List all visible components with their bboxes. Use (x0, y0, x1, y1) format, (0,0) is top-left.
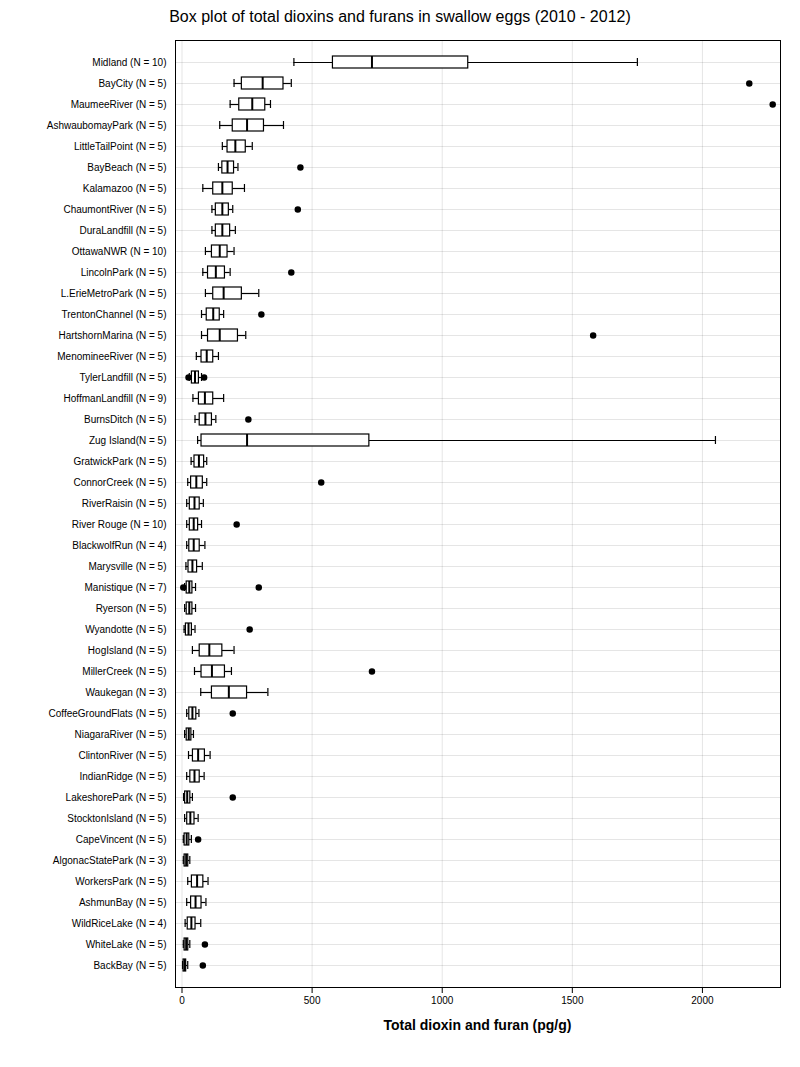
svg-text:L.ErieMetroPark (N = 5): L.ErieMetroPark (N = 5) (61, 288, 167, 299)
svg-text:Midland (N = 10): Midland (N = 10) (92, 57, 166, 68)
svg-text:TylerLandfill (N = 5): TylerLandfill (N = 5) (80, 372, 167, 383)
html-text:Total dioxin and furan (pg/g): Total dioxin and furan (pg/g) (383, 1017, 572, 1033)
svg-text:BlackwolfRun (N = 4): BlackwolfRun (N = 4) (72, 540, 166, 551)
svg-text:BackBay (N = 5): BackBay (N = 5) (93, 960, 166, 971)
svg-text:GratwickPark (N = 5): GratwickPark (N = 5) (73, 456, 166, 467)
svg-text:CapeVincent (N = 5): CapeVincent (N = 5) (76, 834, 167, 845)
svg-text:AlgonacStatePark (N = 3): AlgonacStatePark (N = 3) (53, 855, 167, 866)
svg-text:LincolnPark (N = 5): LincolnPark (N = 5) (81, 267, 167, 278)
svg-text:AshwaubomayPark (N = 5): AshwaubomayPark (N = 5) (47, 120, 167, 131)
svg-text:ChaumontRiver (N = 5): ChaumontRiver (N = 5) (63, 204, 166, 215)
svg-text:Ryerson (N = 5): Ryerson (N = 5) (96, 603, 167, 614)
svg-text:WorkersPark (N = 5): WorkersPark (N = 5) (75, 876, 166, 887)
svg-text:BurnsDitch (N = 5): BurnsDitch (N = 5) (84, 414, 167, 425)
svg-text:Wyandotte (N = 5): Wyandotte (N = 5) (85, 624, 166, 635)
svg-text:WhiteLake (N = 5): WhiteLake (N = 5) (86, 939, 167, 950)
svg-text:RiverRaisin (N = 5): RiverRaisin (N = 5) (82, 498, 167, 509)
svg-text:ClintonRiver (N = 5): ClintonRiver (N = 5) (78, 750, 166, 761)
svg-text:2000: 2000 (691, 995, 714, 1006)
svg-text:LittleTailPoint (N = 5): LittleTailPoint (N = 5) (74, 141, 167, 152)
svg-text:TrentonChannel (N = 5): TrentonChannel (N = 5) (62, 309, 167, 320)
svg-text:1000: 1000 (431, 995, 454, 1006)
svg-text:HoffmanLandfill (N = 9): HoffmanLandfill (N = 9) (64, 393, 167, 404)
svg-text:CoffeeGroundFlats (N = 5): CoffeeGroundFlats (N = 5) (49, 708, 167, 719)
svg-text:Waukegan (N = 3): Waukegan (N = 3) (85, 687, 166, 698)
svg-text:500: 500 (304, 995, 321, 1006)
svg-text:StocktonIsland (N = 5): StocktonIsland (N = 5) (67, 813, 166, 824)
svg-text:AshmunBay (N = 5): AshmunBay (N = 5) (79, 897, 167, 908)
svg-text:Kalamazoo (N = 5): Kalamazoo (N = 5) (83, 183, 167, 194)
svg-text:LakeshorePark (N = 5): LakeshorePark (N = 5) (66, 792, 167, 803)
svg-text:Manistique (N = 7): Manistique (N = 7) (85, 582, 167, 593)
svg-text:BayCity (N = 5): BayCity (N = 5) (98, 78, 166, 89)
svg-text:HogIsland (N = 5): HogIsland (N = 5) (88, 645, 167, 656)
svg-text:MenomineeRiver (N = 5): MenomineeRiver (N = 5) (57, 351, 166, 362)
svg-text:MaumeeRiver (N = 5): MaumeeRiver (N = 5) (71, 99, 167, 110)
svg-text:MillerCreek (N = 5): MillerCreek (N = 5) (82, 666, 166, 677)
svg-text:River Rouge (N = 10): River Rouge (N = 10) (72, 519, 167, 530)
svg-text:BayBeach (N = 5): BayBeach (N = 5) (87, 162, 166, 173)
svg-text:HartshornMarina (N = 5): HartshornMarina (N = 5) (58, 330, 166, 341)
svg-text:DuraLandfill (N = 5): DuraLandfill (N = 5) (80, 225, 167, 236)
html-text:Box plot of total dioxins and: Box plot of total dioxins and furans in … (169, 8, 631, 25)
svg-text:1500: 1500 (561, 995, 584, 1006)
svg-text:OttawaNWR (N = 10): OttawaNWR (N = 10) (72, 246, 167, 257)
svg-text:0: 0 (179, 995, 185, 1006)
svg-text:Zug Island(N = 5): Zug Island(N = 5) (89, 435, 167, 446)
svg-text:IndianRidge (N = 5): IndianRidge (N = 5) (80, 771, 167, 782)
svg-text:Marysville (N = 5): Marysville (N = 5) (88, 561, 166, 572)
svg-text:ConnorCreek (N = 5): ConnorCreek (N = 5) (73, 477, 166, 488)
svg-text:NiagaraRiver (N = 5): NiagaraRiver (N = 5) (75, 729, 167, 740)
svg-text:WildRiceLake (N = 4): WildRiceLake (N = 4) (72, 918, 167, 929)
